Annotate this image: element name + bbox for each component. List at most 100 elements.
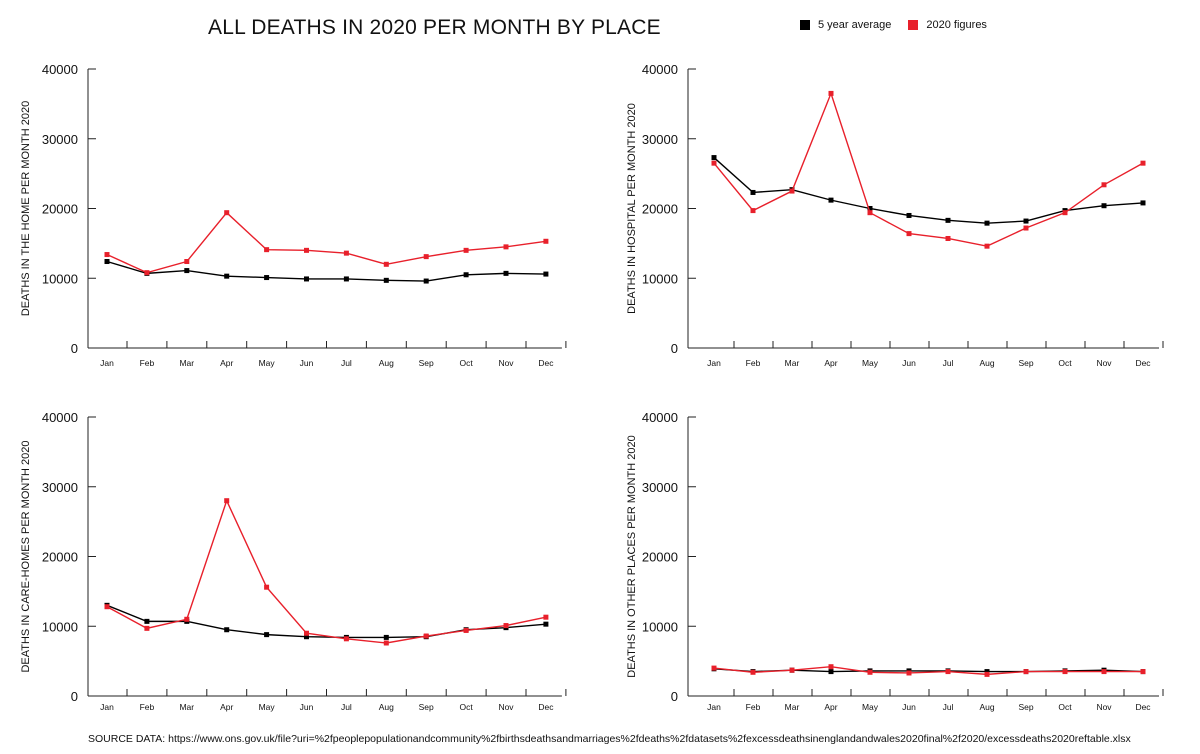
data-point-2020 (1062, 669, 1068, 675)
x-tick-label: Aug (379, 358, 394, 368)
source-note: SOURCE DATA: https://www.ons.gov.uk/file… (88, 733, 1131, 745)
x-tick-label: Dec (538, 358, 554, 368)
data-point-average (543, 271, 549, 277)
x-tick-label: May (862, 702, 879, 712)
y-tick-label: 40000 (642, 62, 678, 77)
data-point-2020 (184, 616, 190, 622)
data-point-average (104, 259, 110, 265)
data-point-average (1140, 200, 1146, 206)
series-line-2020 (713, 666, 1143, 676)
data-point-average (423, 278, 429, 284)
data-point-2020 (1023, 669, 1029, 675)
y-tick-label: 0 (71, 689, 78, 704)
data-point-2020 (224, 498, 230, 504)
chart-panel-home: 0 10000 20000 30000 40000 Jan Feb Mar Apr May Jun J… (20, 62, 567, 368)
x-tick-label: Jul (943, 358, 954, 368)
data-point-2020 (789, 188, 795, 194)
data-point-average (750, 189, 756, 195)
chart-panel-care-homes: 0 10000 20000 30000 40000 Jan Feb Mar Apr May Jun J… (20, 410, 567, 712)
x-tick-label: Dec (1135, 702, 1151, 712)
data-point-2020 (750, 208, 756, 214)
series-line-average (106, 604, 546, 639)
x-tick-label: May (862, 358, 879, 368)
data-point-2020 (304, 247, 309, 253)
y-tick-label: 10000 (42, 271, 78, 286)
x-tick-label: Nov (498, 702, 514, 712)
y-tick-label: 0 (671, 341, 678, 356)
y-axis-label-hospital: DEATHS IN HOSPITAL PER MONTH 2020 (626, 103, 638, 314)
data-point-average (828, 197, 834, 203)
data-point-average (711, 155, 717, 161)
series-line-2020 (713, 91, 1144, 247)
data-point-average (543, 621, 549, 627)
data-point-2020 (543, 238, 549, 244)
data-point-2020 (984, 243, 990, 249)
legend-item-average: 5 year average (800, 19, 891, 31)
data-point-2020 (264, 584, 270, 590)
x-tick-label: Jan (707, 358, 721, 368)
y-tick-label: 0 (71, 341, 78, 356)
data-point-2020 (304, 630, 309, 636)
data-point-2020 (1140, 669, 1146, 675)
data-point-2020 (867, 669, 873, 675)
data-point-2020 (711, 160, 717, 166)
x-tick-label: Jan (707, 702, 721, 712)
data-point-2020 (144, 270, 150, 276)
x-tick-label: Mar (785, 702, 800, 712)
data-point-average (984, 669, 990, 675)
chart-panel-hospital: 0 10000 20000 30000 40000 Jan Feb Mar Apr May Jun J… (626, 62, 1164, 368)
data-point-average (984, 220, 990, 226)
legend-label-average: 5 year average (818, 19, 892, 31)
y-tick-label: 30000 (42, 132, 78, 147)
data-point-2020 (343, 636, 349, 642)
x-tick-label: Nov (1096, 702, 1112, 712)
data-point-2020 (224, 210, 230, 216)
data-point-2020 (104, 604, 110, 610)
data-point-2020 (1023, 225, 1029, 231)
data-point-2020 (711, 665, 717, 671)
y-tick-label: 30000 (642, 480, 678, 495)
x-tick-label: Oct (1058, 358, 1072, 368)
legend-swatch-2020 (908, 20, 919, 30)
data-point-average (144, 618, 150, 624)
legend-label-2020: 2020 figures (926, 19, 987, 31)
y-tick-label: 30000 (42, 480, 78, 495)
y-tick-label: 40000 (42, 410, 78, 425)
y-tick-label: 40000 (42, 62, 78, 77)
data-point-average (343, 276, 349, 282)
x-tick-label: Aug (979, 358, 994, 368)
data-point-average (906, 212, 912, 218)
y-tick-label: 20000 (642, 202, 678, 217)
data-point-average (224, 273, 230, 279)
data-point-average (867, 206, 873, 211)
x-tick-label: Oct (459, 358, 473, 368)
data-point-2020 (1101, 669, 1107, 675)
data-point-average (184, 268, 190, 274)
data-point-2020 (144, 625, 150, 631)
data-point-average (383, 277, 389, 283)
data-point-2020 (906, 670, 912, 676)
x-tick-label: Jan (100, 702, 114, 712)
x-tick-label: May (259, 358, 276, 368)
chart-title: ALL DEATHS IN 2020 PER MONTH BY PLACE (208, 16, 661, 39)
x-tick-label: Mar (179, 702, 194, 712)
data-point-2020 (828, 90, 834, 96)
y-axis-label-other-places: DEATHS IN OTHER PLACES PER MONTH 2020 (626, 435, 638, 677)
x-tick-label: Dec (538, 702, 554, 712)
legend: 5 year average 2020 figures (800, 19, 1004, 31)
data-point-2020 (503, 623, 509, 629)
x-tick-label: Jul (341, 358, 352, 368)
data-point-2020 (264, 247, 270, 253)
y-tick-label: 40000 (642, 410, 678, 425)
x-tick-label: Sep (419, 358, 434, 368)
x-tick-label: Sep (1018, 358, 1033, 368)
series-line-average (713, 157, 1144, 224)
x-tick-label: Jan (100, 358, 114, 368)
y-axis-label-care-homes: DEATHS IN CARE-HOMES PER MONTH 2020 (20, 440, 32, 672)
x-tick-label: May (259, 702, 276, 712)
x-tick-label: Feb (140, 358, 155, 368)
data-point-2020 (383, 261, 389, 267)
data-point-2020 (828, 664, 834, 670)
x-tick-label: Jun (300, 358, 314, 368)
x-tick-label: Apr (824, 358, 837, 368)
